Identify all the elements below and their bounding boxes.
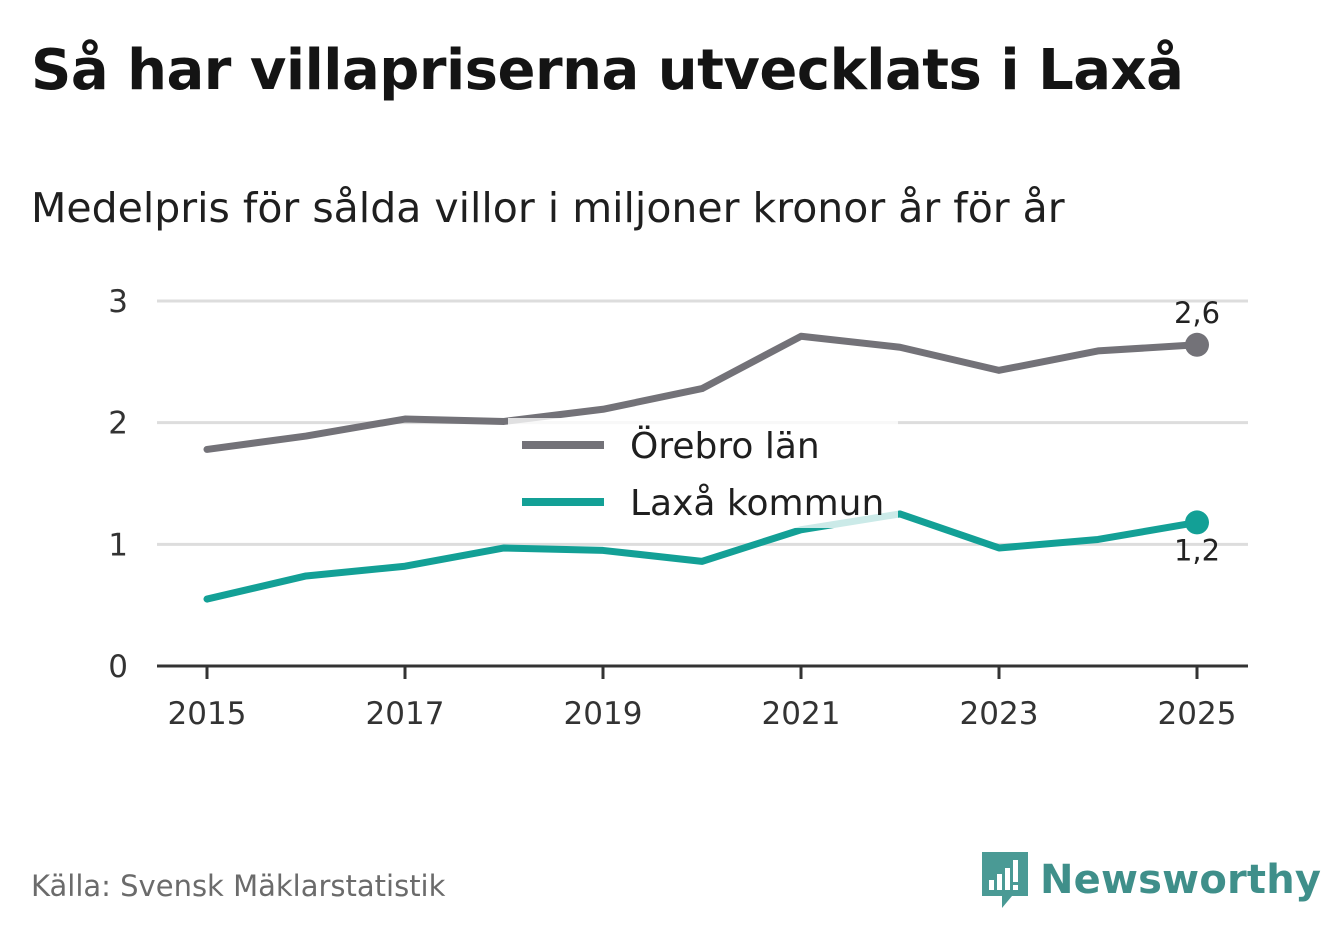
y-tick-label: 2 (108, 406, 128, 442)
x-tick-label: 2021 (762, 696, 841, 732)
source-note: Källa: Svensk Mäklarstatistik (31, 869, 446, 903)
end-value-label: 2,6 (1174, 296, 1220, 330)
series-end-marker (1185, 332, 1209, 357)
newsworthy-logo-icon (982, 852, 1028, 908)
x-tick-label: 2025 (1158, 696, 1237, 732)
x-tick-label: 2017 (366, 696, 445, 732)
y-tick-label: 3 (108, 284, 128, 320)
legend-background (508, 418, 898, 528)
brand-name: Newsworthy (1040, 857, 1322, 903)
y-tick-label: 1 (108, 527, 128, 563)
x-tick-label: 2023 (960, 696, 1039, 732)
series-line-laxa-kommun (203, 510, 1201, 603)
legend-label: Laxå kommun (630, 483, 884, 524)
end-value-label: 1,2 (1174, 533, 1220, 567)
series-end-marker (1185, 510, 1209, 535)
legend-label: Örebro län (630, 425, 820, 467)
series-line-orebro-lan (203, 332, 1201, 453)
x-tick-label: 2015 (168, 696, 247, 732)
chart-subtitle: Medelpris för sålda villor i miljoner kr… (31, 184, 1065, 232)
x-tick-label: 2019 (564, 696, 643, 732)
y-tick-label: 0 (108, 649, 128, 685)
brand[interactable]: Newsworthy (980, 850, 1321, 910)
chart-title: Så har villapriserna utvecklats i Laxå (31, 38, 1184, 103)
